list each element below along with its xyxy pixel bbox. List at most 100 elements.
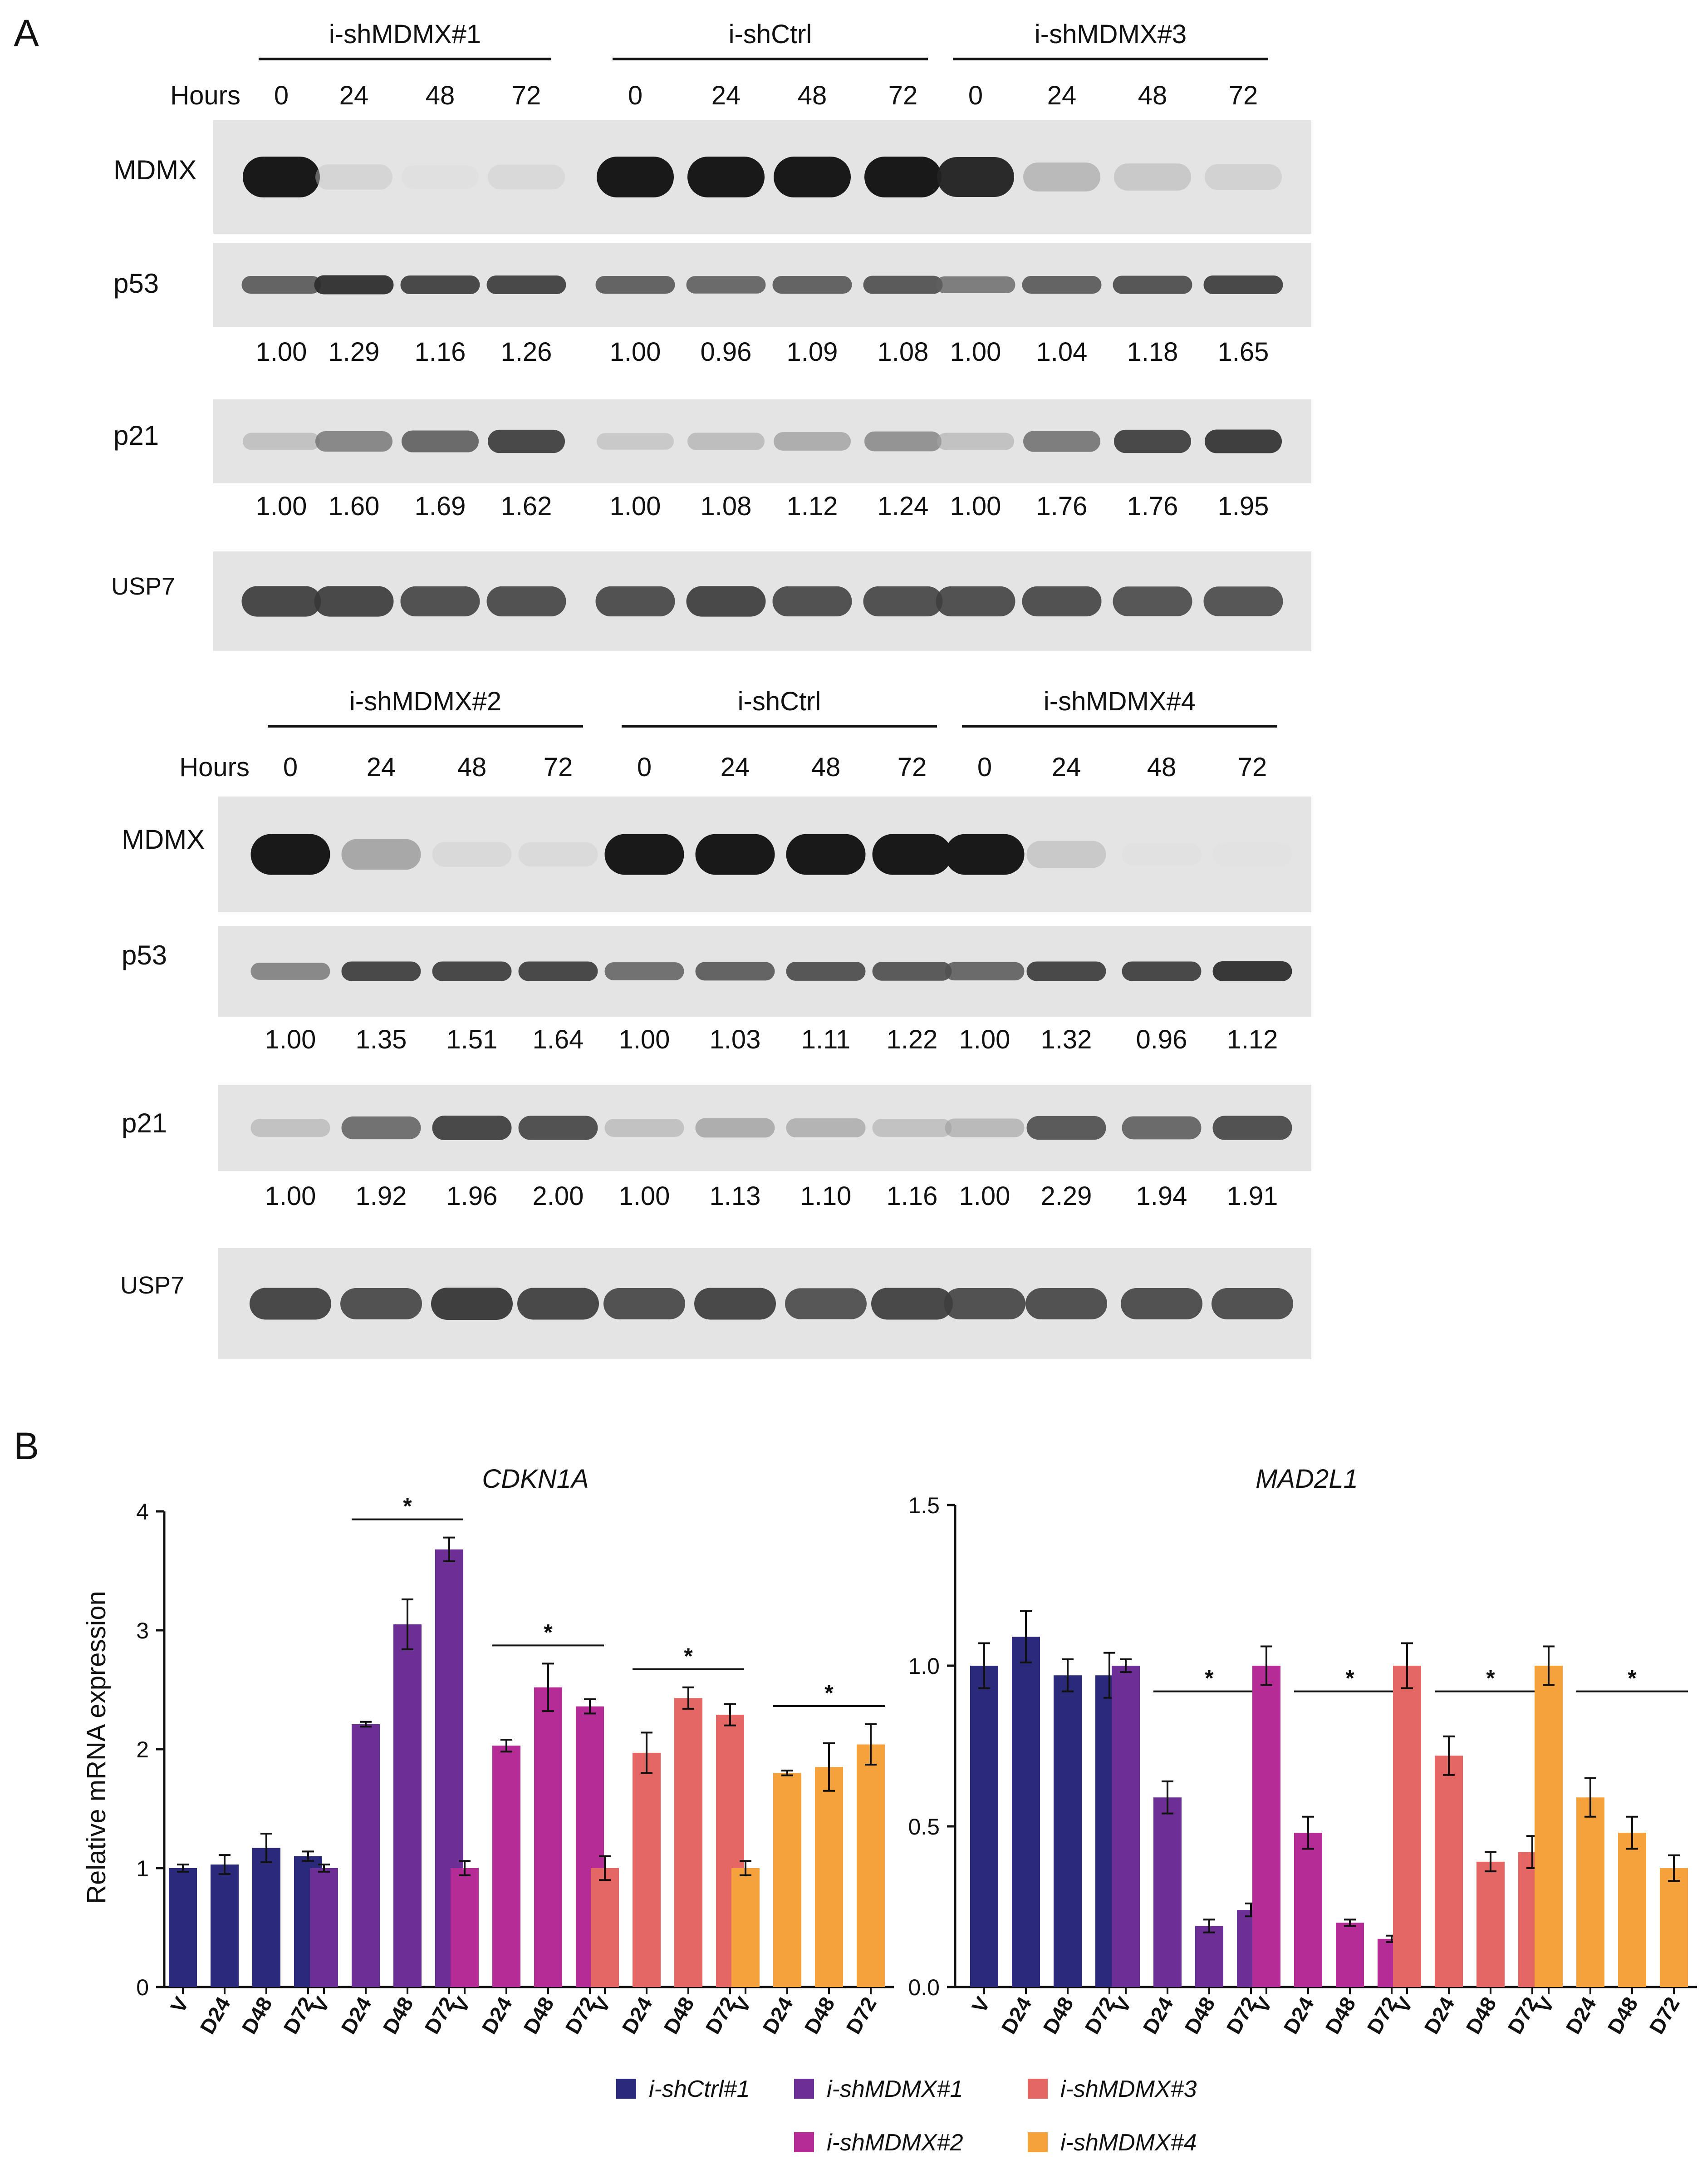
hour-tick: 24 <box>367 753 396 782</box>
bar <box>1576 1797 1604 1987</box>
protein-band <box>432 961 512 981</box>
x-tick-label: D48 <box>378 1993 417 2038</box>
hour-tick: 24 <box>339 81 369 110</box>
protein-band <box>595 275 675 294</box>
protein-band <box>936 276 1015 294</box>
hour-tick: 72 <box>1229 81 1258 110</box>
x-tick-label: D48 <box>659 1993 698 2038</box>
protein-band <box>1113 275 1192 294</box>
legend-swatch <box>794 2079 814 2099</box>
x-tick-label: D72 <box>1644 1993 1684 2038</box>
protein-label: p53 <box>122 940 167 970</box>
protein-band <box>250 963 330 980</box>
panel-a-label: A <box>14 12 39 54</box>
protein-band <box>772 275 852 294</box>
protein-band <box>871 1288 953 1320</box>
group-label: i-shCtrl <box>729 20 812 49</box>
quantification-value: 1.76 <box>1036 492 1088 521</box>
protein-band <box>604 962 684 980</box>
hour-tick: 48 <box>798 81 827 110</box>
protein-band <box>341 961 421 981</box>
quantification-value: 1.69 <box>415 492 466 521</box>
protein-band <box>1122 843 1202 866</box>
bar <box>252 1848 280 1987</box>
quantification-value: 1.00 <box>256 492 307 521</box>
legend-label: i-shMDMX#3 <box>1060 2076 1197 2102</box>
y-tick-label: 0.5 <box>908 1814 940 1840</box>
quantification-value: 0.96 <box>701 337 752 367</box>
protein-band <box>315 164 392 190</box>
hour-tick: 0 <box>283 753 298 782</box>
quantification-value: 1.16 <box>887 1181 938 1211</box>
bar <box>1054 1675 1082 1987</box>
protein-band <box>1026 1116 1106 1140</box>
bar <box>731 1868 760 1987</box>
protein-band <box>243 157 320 197</box>
quantification-value: 1.00 <box>619 1025 670 1054</box>
x-tick-label: D24 <box>1561 1993 1600 2038</box>
x-tick-label: D48 <box>519 1993 558 2038</box>
protein-band <box>488 429 565 453</box>
quantification-value: 1.04 <box>1036 337 1088 367</box>
protein-band <box>1203 275 1283 295</box>
quantification-value: 1.13 <box>710 1181 761 1211</box>
y-axis-label: Relative mRNA expression <box>82 1591 111 1904</box>
hour-tick: 24 <box>721 753 750 782</box>
protein-band <box>872 834 952 875</box>
legend-label: i-shMDMX#2 <box>827 2130 963 2156</box>
hour-tick: 72 <box>512 81 541 110</box>
bar <box>1336 1923 1364 1987</box>
hour-tick: 0 <box>977 753 992 782</box>
hour-tick: 48 <box>1147 753 1177 782</box>
protein-band <box>603 1288 685 1319</box>
protein-band <box>1205 429 1282 453</box>
hour-tick: 24 <box>711 81 741 110</box>
quantification-value: 1.00 <box>619 1181 670 1211</box>
protein-band <box>1121 1288 1202 1319</box>
hour-tick: 72 <box>898 753 927 782</box>
bar <box>1153 1797 1182 1987</box>
protein-band <box>937 157 1014 197</box>
quantification-value: 1.08 <box>701 492 752 521</box>
protein-band <box>864 157 942 197</box>
protein-band <box>241 586 321 617</box>
x-tick-label: D48 <box>1320 1993 1360 2038</box>
protein-band <box>786 962 866 981</box>
protein-band <box>1212 843 1292 866</box>
protein-band <box>486 275 566 295</box>
protein-label: USP7 <box>111 573 175 600</box>
protein-band <box>945 834 1025 875</box>
protein-band <box>1023 162 1100 192</box>
x-tick-label: D48 <box>1180 1993 1219 2038</box>
bar <box>633 1752 661 1987</box>
legend-label: i-shMDMX#1 <box>827 2076 963 2102</box>
hour-tick: 48 <box>426 81 455 110</box>
protein-band <box>1205 164 1282 190</box>
protein-band <box>944 1288 1025 1319</box>
quantification-value: 1.00 <box>265 1025 316 1054</box>
protein-band <box>686 276 766 294</box>
protein-band <box>774 157 851 197</box>
protein-band <box>341 1116 421 1140</box>
group-label: i-shMDMX#3 <box>1035 20 1187 49</box>
group-label: i-shCtrl <box>738 687 821 716</box>
quantification-value: 1.51 <box>446 1025 498 1054</box>
protein-band <box>945 962 1025 981</box>
quantification-value: 1.18 <box>1127 337 1178 367</box>
protein-band <box>872 1119 952 1137</box>
bar <box>970 1666 998 1987</box>
bar <box>1252 1666 1280 1987</box>
protein-band <box>597 433 674 450</box>
bar <box>211 1864 239 1987</box>
bar <box>1435 1756 1463 1987</box>
quantification-value: 0.96 <box>1136 1025 1187 1054</box>
hour-tick: 0 <box>274 81 289 110</box>
protein-band <box>1203 586 1283 616</box>
y-tick-label: 1 <box>136 1856 149 1881</box>
protein-band <box>686 586 766 617</box>
bar <box>1012 1637 1040 1987</box>
significance-star: * <box>1628 1666 1637 1691</box>
bar <box>310 1868 338 1987</box>
x-tick-label: D24 <box>1419 1993 1459 2038</box>
